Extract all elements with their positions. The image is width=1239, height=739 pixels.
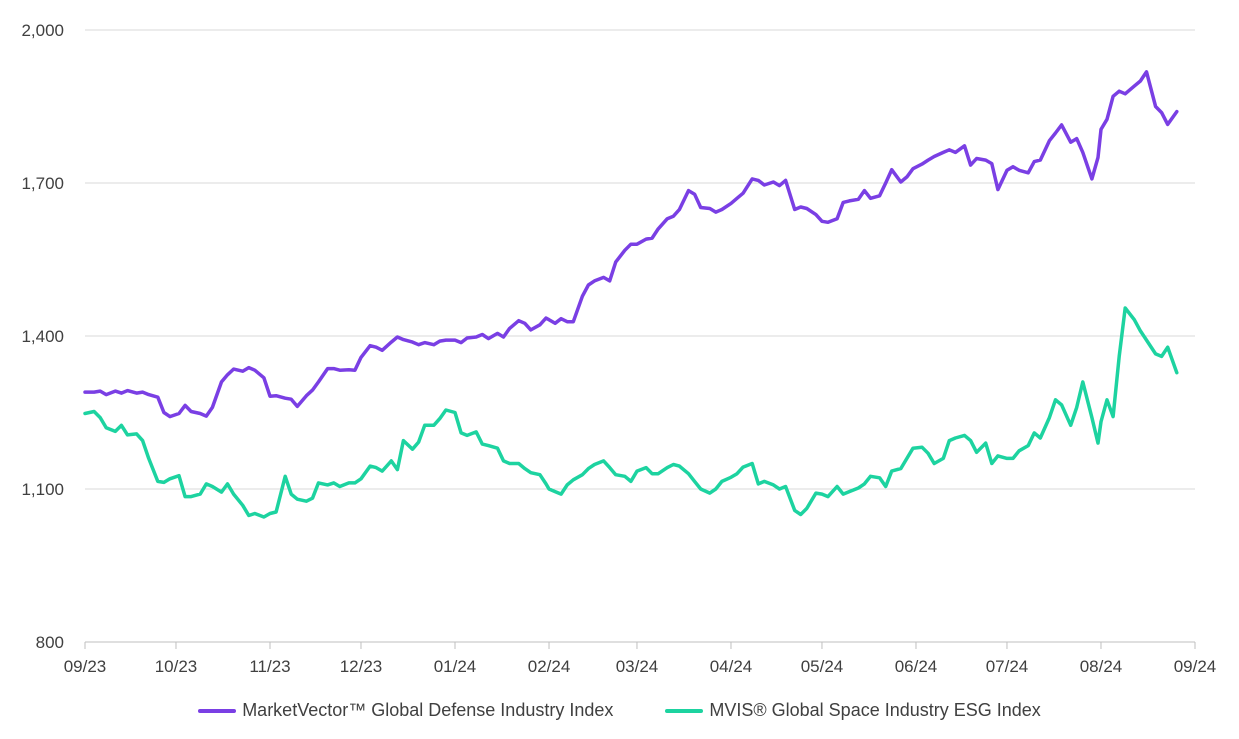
x-tick-label: 04/24 <box>710 657 753 676</box>
x-tick-label: 02/24 <box>528 657 571 676</box>
x-axis-tick-labels: 09/23 10/23 11/23 12/23 01/24 02/24 03/24 04/24… <box>64 657 1217 676</box>
legend-swatch-defense <box>198 708 237 713</box>
x-axis <box>84 641 1196 649</box>
y-tick-label: 2,000 <box>21 21 64 40</box>
legend-item-space: MVIS® Global Space Industry ESG Index <box>665 700 1041 721</box>
legend-item-defense: MarketVector™ Global Defense Industry In… <box>198 700 613 721</box>
x-tick-label: 12/23 <box>340 657 383 676</box>
x-tick-label: 03/24 <box>616 657 659 676</box>
legend-label-defense: MarketVector™ Global Defense Industry In… <box>242 700 614 720</box>
x-tick-label: 09/23 <box>64 657 107 676</box>
x-tick-label: 06/24 <box>895 657 938 676</box>
series-line-defense <box>83 70 1179 419</box>
x-tick-label: 10/23 <box>155 657 198 676</box>
y-tick-label: 1,700 <box>21 174 64 193</box>
series-line-space <box>83 306 1179 519</box>
x-tick-label: 01/24 <box>434 657 477 676</box>
x-tick-label: 08/24 <box>1080 657 1123 676</box>
x-tick-label: 09/24 <box>1174 657 1217 676</box>
x-tick-label: 07/24 <box>986 657 1029 676</box>
legend-label-space: MVIS® Global Space Industry ESG Index <box>709 700 1041 720</box>
gridlines <box>85 29 1195 490</box>
y-tick-label: 1,100 <box>21 480 64 499</box>
legend: MarketVector™ Global Defense Industry In… <box>0 700 1239 721</box>
series-lines <box>83 70 1179 519</box>
x-tick-label: 05/24 <box>801 657 844 676</box>
y-axis-tick-labels: 800 1,100 1,400 1,700 2,000 <box>21 21 64 652</box>
legend-swatch-space <box>665 708 704 713</box>
y-tick-label: 800 <box>36 633 64 652</box>
y-tick-label: 1,400 <box>21 327 64 346</box>
x-tick-label: 11/23 <box>249 657 290 676</box>
